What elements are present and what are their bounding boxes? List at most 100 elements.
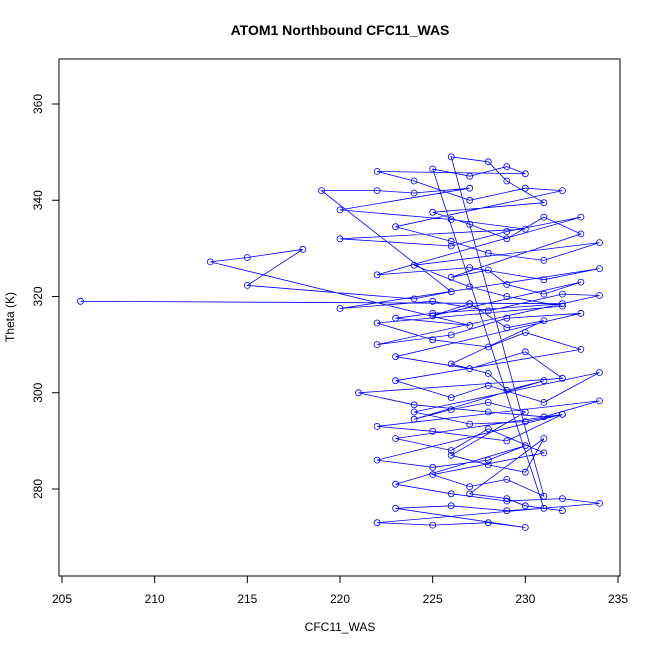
data-point [466,196,474,204]
data-point [503,293,511,300]
data-point [540,213,548,221]
data-point [410,401,418,409]
data-point [429,521,437,529]
data-point [392,504,400,512]
data-point [447,216,455,223]
data-point [540,435,548,442]
data-point [373,319,381,327]
data-point [503,437,511,445]
data-point [540,256,548,264]
data-point [596,397,603,405]
y-tick-label: 300 [31,382,45,402]
data-point [596,369,603,376]
data-point [540,317,548,325]
data-point [540,449,548,457]
data-point [447,360,455,368]
data-point [392,377,400,385]
data-point [521,524,529,531]
data-point [447,237,455,245]
data-point [596,265,603,273]
x-tick-label: 220 [330,592,350,606]
data-point [484,382,492,389]
data-point [559,507,566,515]
data-point [484,398,492,406]
data-point [503,475,511,483]
x-axis: 205 210 215 220 225 230 235 [52,575,628,606]
data-point [447,490,455,498]
data-point [466,220,474,228]
data-point [447,406,455,414]
data-point [484,266,492,274]
data-point [466,490,474,498]
data-point [521,418,529,426]
y-tick-label: 320 [31,286,45,306]
y-tick-label: 360 [31,94,45,114]
data-point [521,442,529,450]
data-point [373,456,381,464]
data-point [503,163,511,171]
data-point [206,258,214,266]
data-point [429,309,437,317]
data-point [521,468,529,476]
data-point [429,336,437,344]
y-axis-label: Theta (K) [3,292,17,342]
series-layer [77,153,603,531]
data-point [577,278,585,286]
data-point [373,271,381,279]
data-point [540,504,548,512]
data-point [484,456,492,464]
data-point [373,341,381,349]
data-point [484,461,492,469]
data-point [466,172,474,180]
data-point [503,495,511,503]
data-point [318,187,325,195]
data-point [503,386,511,394]
data-point [336,305,344,312]
data-point [577,345,585,353]
data-point [355,389,362,397]
data-point [392,480,400,488]
x-tick-label: 215 [237,592,257,606]
data-point [77,297,84,305]
x-tick-label: 205 [52,592,72,606]
data-point [429,297,437,305]
data-point [429,471,437,479]
data-point [521,170,529,178]
data-point [540,398,548,406]
data-point [521,408,529,416]
data-point [466,184,474,192]
data-point [373,519,381,527]
data-point [392,223,400,231]
data-point [392,353,400,361]
data-point [373,422,381,430]
data-point [447,451,455,459]
y-tick-label: 340 [31,190,45,210]
data-point [521,329,529,337]
data-point [243,281,251,289]
data-point [410,408,418,416]
data-point [503,281,511,288]
x-tick-label: 230 [515,592,535,606]
data-point [410,261,418,269]
data-point [503,177,511,185]
x-tick-label: 225 [423,592,443,606]
data-point [559,410,566,418]
data-point [392,314,400,322]
data-point [466,420,474,428]
data-point [559,300,566,308]
data-point [447,288,455,296]
x-tick-label: 235 [608,592,628,606]
data-point [447,502,455,510]
data-point [466,321,474,329]
data-point [596,499,603,507]
data-point [336,235,344,243]
data-point [299,245,307,253]
data-point [521,184,529,192]
x-tick-label: 210 [145,592,165,606]
data-point [429,427,437,435]
data-point [410,415,418,423]
data-point [596,292,603,299]
data-point [503,324,511,332]
data-point [429,208,437,216]
